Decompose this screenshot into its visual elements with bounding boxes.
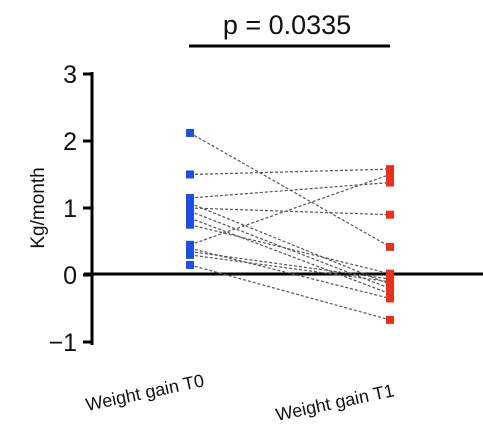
pair-line bbox=[189, 250, 391, 280]
t0-point bbox=[186, 260, 194, 269]
t1-point bbox=[386, 165, 394, 174]
t1-point bbox=[386, 294, 394, 303]
t0-point bbox=[186, 170, 194, 179]
y-tick-label: 0 bbox=[63, 262, 77, 290]
x-category-label: Weight gain T1 bbox=[274, 380, 396, 425]
pair-line bbox=[189, 181, 391, 199]
t0-point bbox=[186, 128, 194, 137]
pair-line bbox=[189, 224, 391, 275]
pair-line bbox=[189, 207, 391, 216]
t1-point bbox=[386, 242, 394, 251]
t1-point bbox=[386, 210, 394, 219]
y-tick-label: 3 bbox=[63, 61, 77, 89]
t0-point bbox=[186, 193, 194, 202]
t0-point bbox=[186, 199, 194, 208]
t1-point bbox=[386, 277, 394, 286]
pair-line bbox=[189, 210, 391, 289]
x-category-label: Weight gain T0 bbox=[84, 370, 206, 415]
pair-line bbox=[189, 254, 391, 283]
pair-line bbox=[189, 202, 391, 285]
t0-point bbox=[186, 207, 194, 216]
pair-line bbox=[189, 247, 391, 300]
t0-point bbox=[186, 250, 194, 259]
pair-line bbox=[189, 173, 391, 246]
t1-point bbox=[386, 178, 394, 187]
t0-point bbox=[186, 214, 194, 223]
t1-point bbox=[386, 284, 394, 293]
t0-point bbox=[186, 220, 194, 229]
y-axis-label: Kg/month bbox=[28, 167, 49, 248]
y-tick-label: 2 bbox=[63, 128, 77, 156]
pair-line bbox=[189, 168, 391, 176]
y-tick-label: 1 bbox=[63, 195, 77, 223]
t1-point bbox=[386, 315, 394, 324]
t1-point bbox=[386, 289, 394, 298]
pair-line bbox=[189, 217, 391, 295]
p-value-annotation: p = 0.0335 bbox=[223, 10, 351, 40]
pair-line bbox=[189, 264, 391, 321]
t1-point bbox=[386, 269, 394, 278]
y-tick-label: −1 bbox=[48, 329, 77, 357]
t1-point bbox=[386, 170, 394, 179]
